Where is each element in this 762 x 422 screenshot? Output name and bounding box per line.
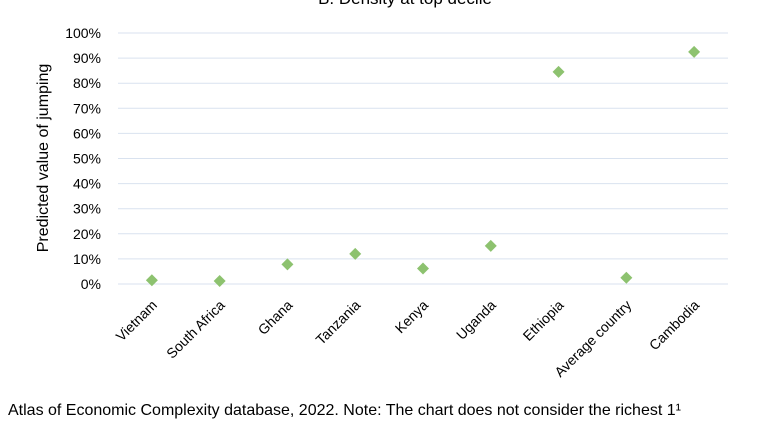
x-tick-label: Ethiopia [520,297,567,344]
x-tick-label: South Africa [163,297,228,362]
x-tick-label: Kenya [392,297,432,337]
y-tick-label: 50% [73,151,101,167]
chart-title: B. Density at top decile [318,0,492,8]
y-tick-label: 20% [73,226,101,242]
y-tick-label: 10% [73,251,101,267]
x-tick-label: Ghana [255,297,296,338]
y-axis-tick-labels: 0% 10% 20% 30% 40% 50% 60% 70% 80% 90% 100% [65,25,101,292]
y-tick-label: 80% [73,75,101,91]
gridlines [118,32,728,285]
y-tick-label: 70% [73,100,101,116]
data-points [145,45,701,287]
source-footnote: Atlas of Economic Complexity database, 2… [8,402,681,419]
x-tick-label: Tanzania [312,297,363,348]
data-point-vietnam [145,274,158,287]
x-tick-label: Uganda [453,297,499,343]
data-point-cambodia [688,45,701,58]
y-tick-label: 40% [73,176,101,192]
data-point-uganda [484,239,497,252]
y-tick-label: 0% [81,276,101,292]
y-tick-label: 90% [73,50,101,66]
data-point-ghana [281,258,294,271]
y-tick-label: 30% [73,201,101,217]
data-point-kenya [417,262,429,275]
x-tick-label: Vietnam [113,297,160,344]
x-axis-tick-labels: Vietnam South Africa Ghana Tanzania Kenya Uga… [113,297,703,380]
data-point-south-africa [213,274,226,287]
y-tick-label: 60% [73,125,101,141]
data-point-tanzania [349,247,362,260]
y-axis-title: Predicted value of jumping [35,64,52,253]
data-point-average-country [620,271,633,284]
data-point-ethiopia [552,65,565,78]
x-tick-label: Cambodia [646,297,703,354]
y-tick-label: 100% [65,25,101,41]
